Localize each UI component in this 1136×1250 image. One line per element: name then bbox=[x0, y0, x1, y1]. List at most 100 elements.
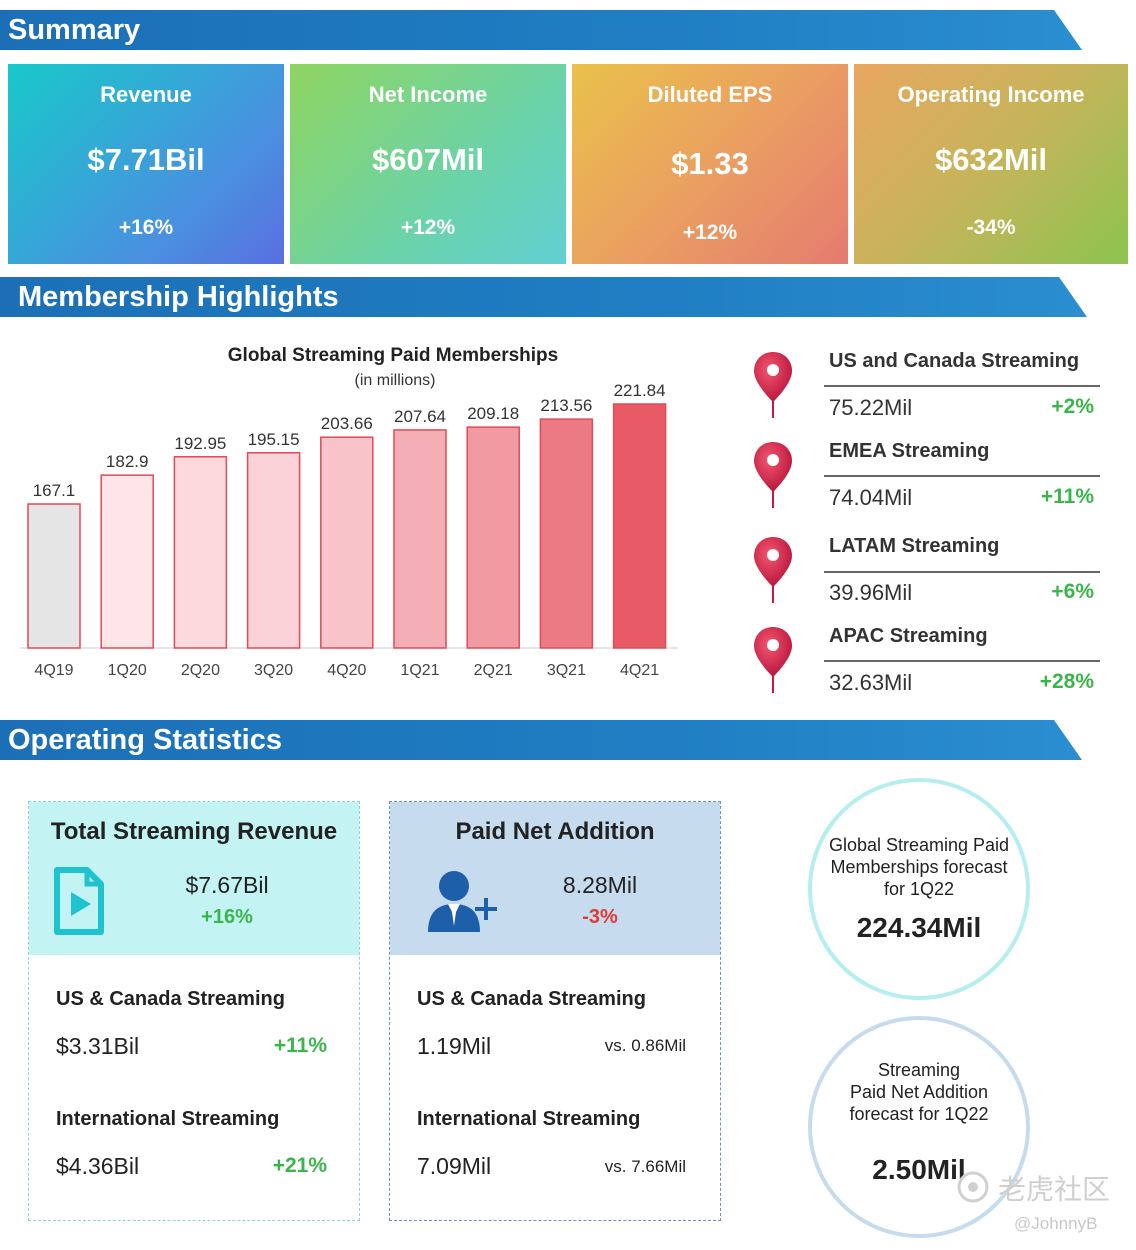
region-value: 74.04Mil bbox=[829, 485, 913, 510]
chart-title: Global Streaming Paid Memberships bbox=[228, 345, 558, 366]
forecast-label-line3: for 1Q22 bbox=[883, 879, 955, 899]
card-value: $1.33 bbox=[671, 146, 749, 181]
membership-section-title: Membership Highlights bbox=[0, 277, 1087, 317]
card-title: Net Income bbox=[368, 82, 488, 107]
panel-title: Total Streaming Revenue bbox=[50, 818, 338, 845]
watermark-text: 老虎社区 bbox=[998, 1173, 1111, 1206]
card-change: -34% bbox=[966, 216, 1016, 239]
us-canada-value: $3.31Bil bbox=[56, 1033, 140, 1059]
region-change: +2% bbox=[1051, 395, 1094, 418]
card-value: $632Mil bbox=[934, 142, 1047, 177]
tick-label-3Q20: 3Q20 bbox=[254, 662, 293, 679]
divider bbox=[824, 385, 1100, 387]
region-name: EMEA Streaming bbox=[829, 440, 990, 462]
chart-subtitle: (in millions) bbox=[355, 372, 436, 389]
tick-label-2Q21: 2Q21 bbox=[474, 662, 513, 679]
card-title: Operating Income bbox=[897, 82, 1085, 107]
bar-4Q21 bbox=[612, 403, 667, 649]
revenue-card: Revenue $7.71Bil +16% bbox=[8, 64, 284, 264]
international-value: 7.09Mil bbox=[417, 1153, 492, 1179]
diluted-eps-card: Diluted EPS $1.33 +12% bbox=[572, 64, 848, 264]
bar-3Q21 bbox=[539, 418, 594, 649]
us-canada-comparison: vs. 0.86Mil bbox=[604, 1036, 686, 1055]
forecast-label-line1: Streaming bbox=[877, 1060, 961, 1080]
region-change: +6% bbox=[1051, 580, 1094, 603]
tick-label-4Q19: 4Q19 bbox=[34, 662, 73, 679]
tick-label-2Q20: 2Q20 bbox=[181, 662, 220, 679]
region-name: US and Canada Streaming bbox=[829, 350, 1080, 372]
data-label-4Q21: 221.84 bbox=[614, 381, 666, 400]
memberships-forecast-circle: Global Streaming Paid Memberships foreca… bbox=[808, 778, 1030, 1000]
tick-label-1Q21: 1Q21 bbox=[400, 662, 439, 679]
data-label-1Q21: 207.64 bbox=[394, 407, 446, 426]
total-streaming-revenue-panel: Total Streaming Revenue $7.67Bil +16% US… bbox=[28, 801, 360, 1221]
map-pin-icon bbox=[754, 627, 792, 693]
data-label-1Q20: 182.9 bbox=[106, 452, 149, 471]
operating-statistics-section-title: Operating Statistics bbox=[0, 720, 1082, 760]
divider bbox=[824, 660, 1100, 662]
region-change: +28% bbox=[1039, 670, 1094, 693]
region-name: LATAM Streaming bbox=[829, 535, 1000, 557]
us-canada-label: US & Canada Streaming bbox=[56, 988, 285, 1010]
net-addition-forecast-circle: Streaming Paid Net Addition forecast for… bbox=[808, 1016, 1030, 1238]
bar-1Q21 bbox=[393, 429, 447, 649]
bar-2Q20 bbox=[173, 456, 228, 649]
forecast-value: 224.34Mil bbox=[856, 912, 982, 943]
tick-label-3Q21: 3Q21 bbox=[547, 662, 586, 679]
forecast-label-line2: Memberships forecast bbox=[830, 857, 1008, 877]
tick-label-4Q21: 4Q21 bbox=[620, 662, 659, 679]
forecast-label-line3: forecast for 1Q22 bbox=[849, 1104, 989, 1124]
region-change: +11% bbox=[1040, 485, 1094, 508]
region-value: 39.96Mil bbox=[829, 580, 913, 605]
panel-header: Paid Net Addition 8.28Mil -3% bbox=[390, 802, 720, 955]
us-canada-change: +11% bbox=[273, 1034, 327, 1057]
international-label: International Streaming bbox=[56, 1108, 280, 1130]
international-comparison: vs. 7.66Mil bbox=[604, 1157, 686, 1176]
panel-value: $7.67Bil bbox=[185, 872, 269, 898]
forecast-label-line2: Paid Net Addition bbox=[849, 1082, 989, 1102]
data-label-2Q21: 209.18 bbox=[467, 404, 519, 423]
paid-net-addition-panel: Paid Net Addition 8.28Mil -3% US & Canad… bbox=[389, 801, 721, 1221]
operating-income-card: Operating Income $632Mil -34% bbox=[854, 64, 1128, 264]
card-change: +12% bbox=[400, 216, 456, 239]
panel-value: 8.28Mil bbox=[562, 872, 638, 898]
data-label-4Q19: 167.1 bbox=[33, 481, 76, 500]
card-change: +16% bbox=[118, 216, 174, 239]
panel-header: Total Streaming Revenue $7.67Bil +16% bbox=[29, 802, 359, 955]
forecast-label-line1: Global Streaming Paid bbox=[828, 835, 1010, 855]
bar-4Q19 bbox=[27, 503, 81, 649]
bar-4Q20 bbox=[320, 436, 374, 649]
map-pin-icon bbox=[754, 352, 792, 418]
data-label-2Q20: 192.95 bbox=[174, 434, 226, 453]
data-label-3Q20: 195.15 bbox=[248, 430, 300, 449]
region-value: 32.63Mil bbox=[829, 670, 913, 695]
us-canada-label: US & Canada Streaming bbox=[417, 988, 646, 1010]
watermark-handle: @JohnnyB bbox=[1014, 1214, 1098, 1233]
card-value: $607Mil bbox=[371, 142, 484, 177]
forecast-value: 2.50Mil bbox=[872, 1154, 966, 1185]
summary-section-title: Summary bbox=[0, 10, 1082, 50]
divider bbox=[824, 475, 1100, 477]
map-pin-icon bbox=[754, 442, 792, 508]
tick-label-4Q20: 4Q20 bbox=[327, 662, 366, 679]
user-add-icon bbox=[428, 871, 497, 932]
region-value: 75.22Mil bbox=[829, 395, 913, 420]
card-title: Diluted EPS bbox=[647, 82, 773, 107]
map-pin-icon bbox=[754, 537, 792, 603]
region-name: APAC Streaming bbox=[829, 625, 988, 647]
data-label-3Q21: 213.56 bbox=[540, 396, 592, 415]
panel-change: +16% bbox=[201, 906, 253, 928]
memberships-bar-chart: Global Streaming Paid Memberships (in mi… bbox=[20, 345, 678, 679]
bar-3Q20 bbox=[246, 452, 301, 649]
data-label-4Q20: 203.66 bbox=[321, 414, 373, 433]
divider bbox=[824, 571, 1100, 573]
us-canada-value: 1.19Mil bbox=[417, 1033, 492, 1059]
international-change: +21% bbox=[272, 1154, 327, 1177]
panel-change: -3% bbox=[582, 906, 618, 928]
bar-1Q20 bbox=[100, 474, 154, 649]
panel-title: Paid Net Addition bbox=[455, 818, 655, 845]
international-value: $4.36Bil bbox=[56, 1153, 140, 1179]
video-file-icon bbox=[54, 867, 104, 935]
tick-label-1Q20: 1Q20 bbox=[108, 662, 147, 679]
card-change: +12% bbox=[682, 221, 738, 244]
